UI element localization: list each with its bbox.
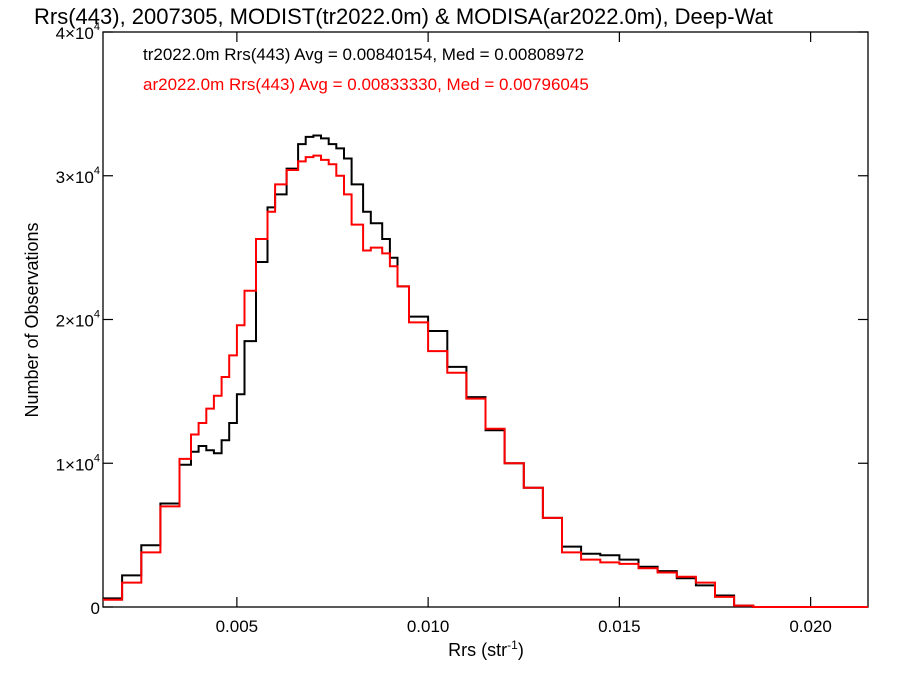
x-axis-ticks: 0.005 0.010 0.015 0.020 — [216, 32, 832, 636]
y-axis-label: Number of Observations — [22, 222, 42, 417]
annotation-layer: tr2022.0m Rrs(443) Avg = 0.00840154, Med… — [143, 45, 589, 94]
y-tick-label-exponent: 4 — [94, 165, 100, 177]
x-tick-label: 0.005 — [216, 617, 259, 636]
x-axis-label: Rrs (str-1) — [448, 638, 524, 660]
y-tick-label-base: 4×10 — [56, 24, 94, 43]
chart-title: Rrs(443), 2007305, MODIST(tr2022.0m) & M… — [34, 4, 773, 29]
y-tick-label-exponent: 4 — [94, 21, 100, 33]
y-tick-label: 3×104 — [56, 165, 100, 187]
y-tick-label-base: 2×10 — [56, 312, 94, 331]
y-tick-label: 1×104 — [56, 452, 100, 474]
y-tick-label: 4×104 — [56, 21, 100, 43]
x-tick-label: 0.015 — [598, 617, 641, 636]
y-tick-label-base: 0 — [91, 599, 100, 618]
y-tick-label-exponent: 4 — [94, 452, 100, 464]
stats-annotation-tr2022: tr2022.0m Rrs(443) Avg = 0.00840154, Med… — [143, 45, 584, 64]
series-line-tr2022 — [103, 134, 868, 608]
y-tick-label-exponent: 4 — [94, 309, 100, 321]
series-layer — [103, 134, 868, 608]
plot-frame — [102, 31, 869, 608]
y-tick-label-base: 1×10 — [56, 455, 94, 474]
y-tick-label-base: 3×10 — [56, 168, 94, 187]
x-tick-label: 0.010 — [407, 617, 450, 636]
y-tick-label: 2×104 — [56, 309, 100, 331]
stats-annotation-ar2022: ar2022.0m Rrs(443) Avg = 0.00833330, Med… — [143, 75, 589, 94]
series-line-ar2022 — [103, 154, 868, 608]
y-tick-label: 0 — [91, 599, 100, 618]
x-tick-label: 0.020 — [789, 617, 832, 636]
